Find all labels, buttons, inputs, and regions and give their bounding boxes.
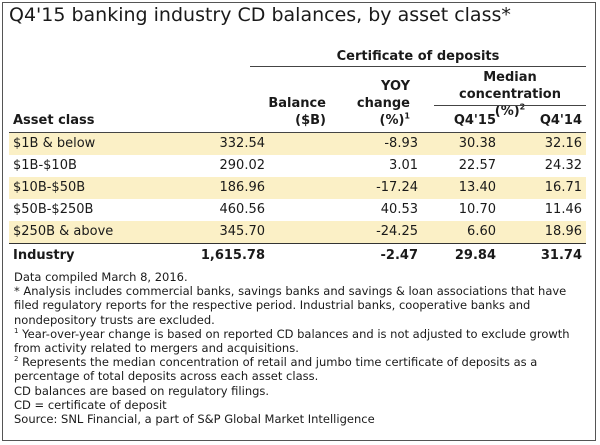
- note-asterisk: * Analysis includes commercial banks, sa…: [14, 284, 567, 327]
- row-balance: 460.56: [219, 202, 266, 217]
- note-compiled: Data compiled March 8, 2016.: [14, 270, 188, 284]
- note-cd-regulatory: CD balances are based on regulatory fili…: [14, 383, 270, 398]
- note-cd-definition: CD = certificate of deposit: [14, 397, 167, 412]
- row-yoy: -17.24: [376, 180, 418, 195]
- header-q4-14: Q4'14: [539, 113, 582, 128]
- table-row: $1B & below 332.54 -8.93 30.38 32.16: [9, 133, 586, 155]
- total-yoy: -2.47: [380, 248, 418, 263]
- header-yoy-line1: YOY: [381, 79, 410, 94]
- header-yoy-change: YOY change (%)1: [340, 78, 410, 129]
- header-asset-class: Asset class: [13, 113, 95, 128]
- header-divider: [9, 132, 586, 133]
- total-row: Industry 1,615.78 -2.47 29.84 31.74: [9, 245, 586, 267]
- row-balance: 345.70: [219, 224, 266, 239]
- row-yoy: 40.53: [380, 202, 418, 217]
- total-divider: [9, 243, 586, 244]
- table-title: Q4'15 banking industry CD balances, by a…: [9, 4, 511, 26]
- header-q4-15: Q4'15: [453, 113, 496, 128]
- total-balance: 1,615.78: [200, 248, 265, 263]
- row-q415: 30.38: [458, 136, 496, 151]
- row-label: $1B & below: [13, 136, 96, 151]
- note-2: 2 Represents the median concentration of…: [14, 355, 538, 384]
- header-balance: Balance ($B): [250, 95, 326, 129]
- row-q414: 16.71: [544, 180, 582, 195]
- table-row: $10B-$50B 186.96 -17.24 13.40 16.71: [9, 177, 586, 199]
- group-header-cd: Certificate of deposits: [250, 49, 586, 67]
- header-yoy-line3: (%)1: [379, 111, 411, 128]
- row-q414: 18.96: [544, 224, 582, 239]
- row-balance: 186.96: [219, 180, 266, 195]
- header-balance-line1: Balance: [268, 96, 326, 111]
- row-label: $10B-$50B: [13, 180, 86, 195]
- header-balance-line2: ($B): [295, 113, 326, 128]
- table-row: $1B-$10B 290.02 3.01 22.57 24.32: [9, 155, 586, 177]
- median-underline: [434, 105, 586, 106]
- row-q415: 10.70: [458, 202, 496, 217]
- row-q414: 11.46: [544, 202, 582, 217]
- total-q415: 29.84: [454, 248, 496, 263]
- footnotes: Data compiled March 8, 2016. * Analysis …: [14, 270, 589, 426]
- total-label: Industry: [13, 248, 75, 263]
- row-yoy: -24.25: [376, 224, 418, 239]
- note-1: 1 Year-over-year change is based on repo…: [14, 326, 570, 356]
- row-q415: 6.60: [467, 224, 496, 239]
- row-q415: 22.57: [458, 158, 496, 173]
- header-median-concentration: Median concentration (%)2: [434, 69, 586, 120]
- row-q414: 24.32: [544, 158, 582, 173]
- row-yoy: 3.01: [389, 158, 418, 173]
- header-yoy-line2: change: [356, 96, 410, 111]
- table-row: $250B & above 345.70 -24.25 6.60 18.96: [9, 221, 586, 243]
- row-q415: 13.40: [458, 180, 496, 195]
- row-label: $250B & above: [13, 224, 114, 239]
- header-median-line1: Median concentration: [459, 70, 561, 102]
- note-source: Source: SNL Financial, a part of S&P Glo…: [14, 412, 375, 427]
- row-balance: 290.02: [219, 158, 266, 173]
- row-label: $50B-$250B: [13, 202, 94, 217]
- row-balance: 332.54: [219, 136, 266, 151]
- figure-frame: [2, 2, 596, 441]
- row-q414: 32.16: [544, 136, 582, 151]
- row-yoy: -8.93: [384, 136, 418, 151]
- row-label: $1B-$10B: [13, 158, 77, 173]
- header-median-line2: (%)2: [494, 102, 526, 119]
- total-q414: 31.74: [540, 248, 582, 263]
- table-row: $50B-$250B 460.56 40.53 10.70 11.46: [9, 199, 586, 221]
